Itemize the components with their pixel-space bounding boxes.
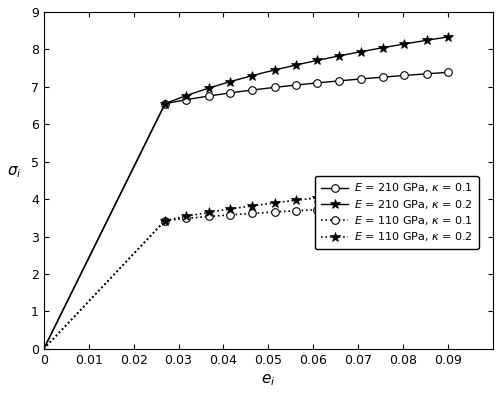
Legend: $E$ = 210 GPa, $\kappa$ = 0.1, $E$ = 210 GPa, $\kappa$ = 0.2, $E$ = 110 GPa, $\k: $E$ = 210 GPa, $\kappa$ = 0.1, $E$ = 210… [315,176,478,249]
Y-axis label: $\sigma_i$: $\sigma_i$ [7,165,22,181]
X-axis label: $e_i$: $e_i$ [262,372,276,388]
